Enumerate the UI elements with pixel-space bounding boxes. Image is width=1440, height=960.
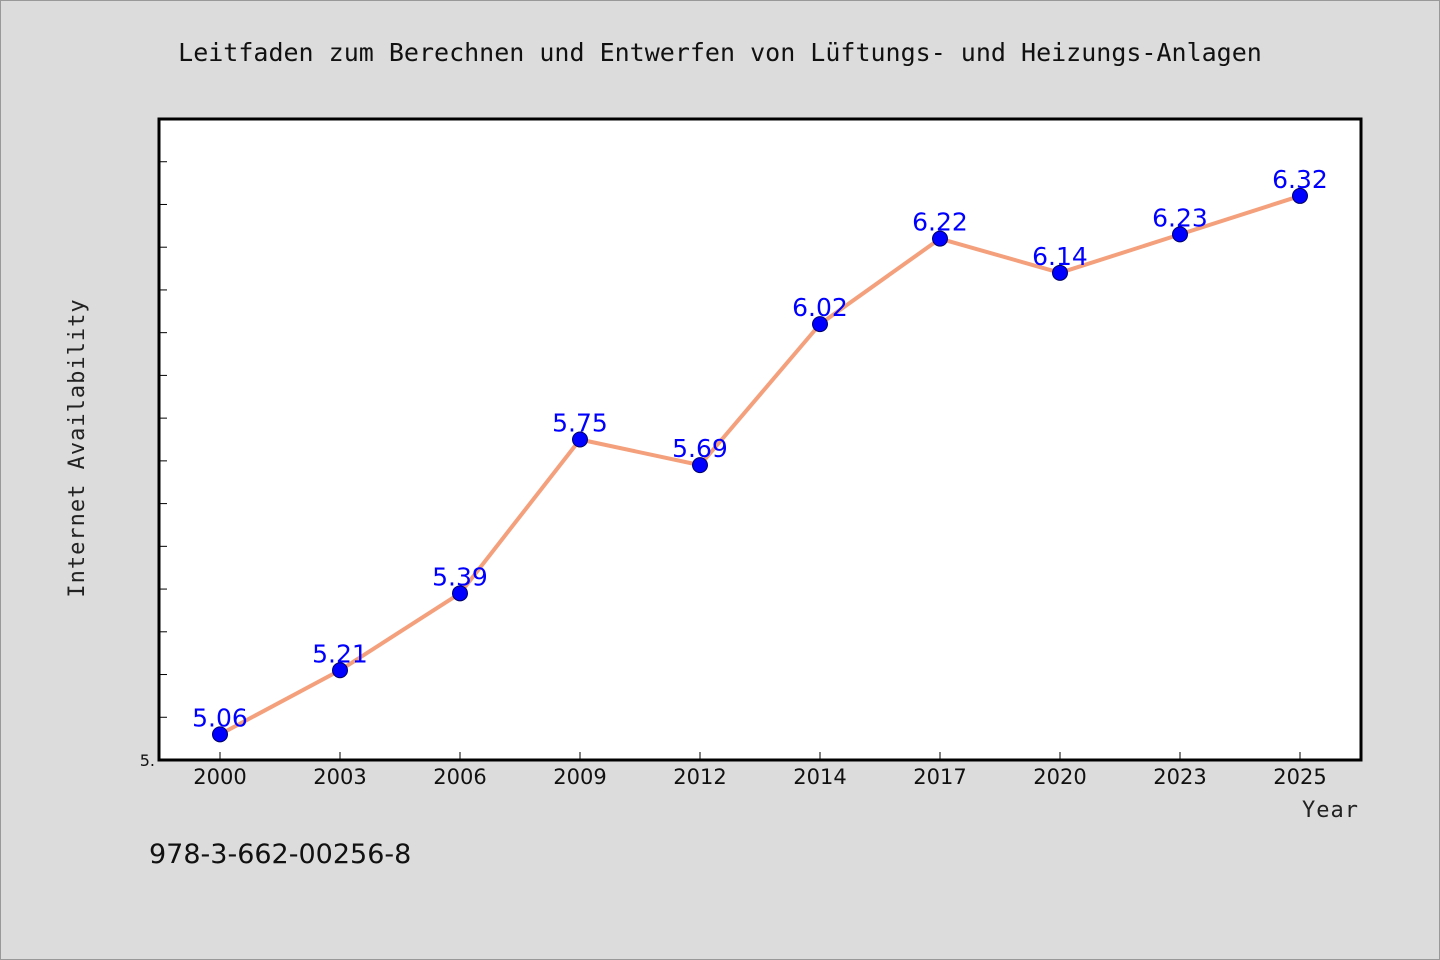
data-label: 5.21 bbox=[312, 639, 368, 668]
data-label: 5.39 bbox=[432, 562, 488, 591]
x-tick-label: 2006 bbox=[433, 765, 486, 789]
y-tick-label: 5. bbox=[140, 751, 155, 770]
data-labels: 5.06 5.21 5.39 5.75 5.69 6.02 6.22 6.14 6.23 6.32 bbox=[192, 165, 1328, 732]
data-label: 6.22 bbox=[912, 208, 968, 237]
plot-area bbox=[157, 117, 1363, 762]
data-label: 5.06 bbox=[192, 703, 248, 732]
data-point bbox=[332, 662, 348, 679]
x-tick-label: 2014 bbox=[793, 765, 846, 789]
data-point bbox=[1052, 264, 1068, 281]
data-point bbox=[812, 316, 828, 333]
data-label: 5.69 bbox=[672, 434, 728, 463]
x-tick-label: 2020 bbox=[1033, 765, 1086, 789]
x-tick-label: 2012 bbox=[673, 765, 726, 789]
x-tick-label: 2017 bbox=[913, 765, 966, 789]
data-point bbox=[212, 726, 228, 743]
x-tick-label: 2009 bbox=[553, 765, 606, 789]
data-point bbox=[692, 457, 708, 474]
data-label: 6.32 bbox=[1272, 165, 1328, 194]
x-tick-label: 2023 bbox=[1153, 765, 1206, 789]
x-axis-label: Year bbox=[1302, 798, 1359, 823]
data-markers bbox=[212, 187, 1308, 743]
x-axis-ticks: 2000 2003 2006 2009 2012 2014 2017 2020 2023 2025 bbox=[193, 752, 1327, 789]
data-point bbox=[572, 431, 588, 448]
data-label: 6.14 bbox=[1032, 242, 1088, 271]
data-point bbox=[452, 585, 468, 602]
footer-isbn: 978-3-662-00256-8 bbox=[149, 839, 411, 870]
data-point bbox=[1172, 226, 1188, 243]
y-axis-label: Internet Availability bbox=[65, 298, 90, 597]
series-line bbox=[218, 193, 1302, 737]
x-tick-label: 2003 bbox=[313, 765, 366, 789]
data-label: 6.02 bbox=[792, 293, 848, 322]
y-axis-ticks: 5. bbox=[140, 161, 167, 770]
data-label: 5.75 bbox=[552, 409, 608, 438]
chart-title: Leitfaden zum Berechnen und Entwerfen vo… bbox=[178, 38, 1262, 67]
x-tick-label: 2000 bbox=[193, 765, 246, 789]
data-point bbox=[1292, 187, 1308, 204]
x-tick-label: 2025 bbox=[1273, 765, 1326, 789]
data-label: 6.23 bbox=[1152, 203, 1208, 232]
data-point bbox=[932, 230, 948, 247]
